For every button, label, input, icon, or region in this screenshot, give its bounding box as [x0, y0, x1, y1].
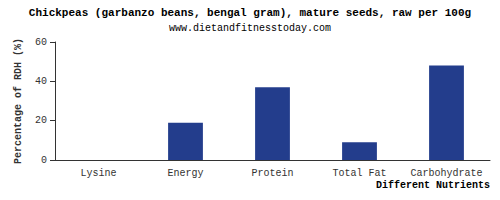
svg-text:Different Nutrients: Different Nutrients [376, 180, 490, 191]
svg-text:60: 60 [35, 37, 47, 48]
svg-text:Carbohydrate: Carbohydrate [410, 168, 482, 179]
svg-text:Protein: Protein [251, 168, 293, 179]
svg-text:Chickpeas (garbanzo beans, ben: Chickpeas (garbanzo beans, bengal gram),… [29, 7, 471, 19]
svg-text:20: 20 [35, 115, 47, 126]
svg-text:www.dietandfitnesstoday.com: www.dietandfitnesstoday.com [169, 23, 331, 34]
svg-text:40: 40 [35, 76, 47, 87]
svg-text:Percentage of RDH (%): Percentage of RDH (%) [13, 38, 24, 164]
svg-text:0: 0 [41, 155, 47, 166]
svg-text:Total Fat: Total Fat [332, 168, 386, 179]
svg-text:Lysine: Lysine [80, 168, 116, 179]
svg-text:Energy: Energy [167, 168, 203, 179]
